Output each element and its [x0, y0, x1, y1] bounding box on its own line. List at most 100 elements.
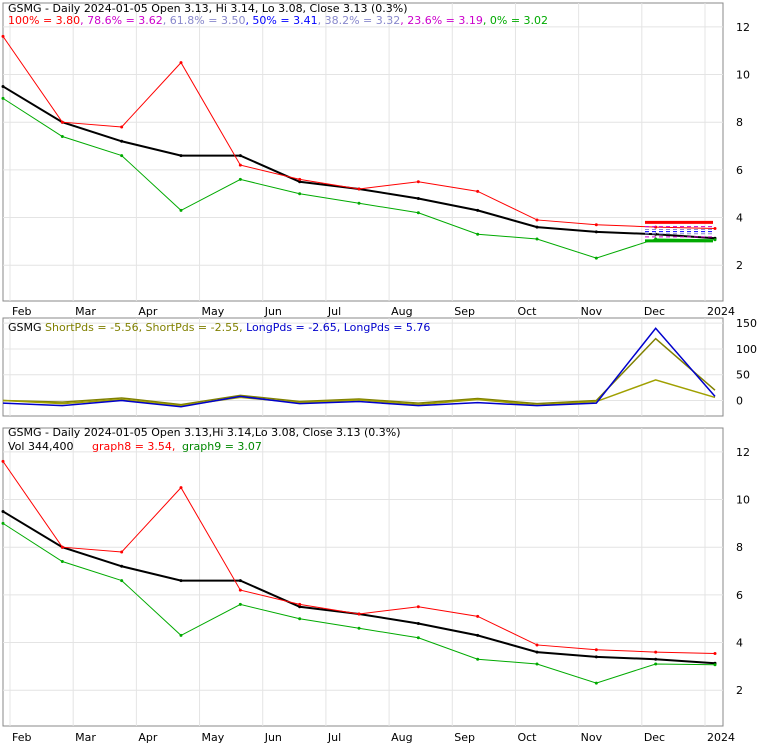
y-tick-label: 4	[736, 637, 743, 650]
x-tick-label: Sep	[454, 731, 475, 744]
x-tick-label: Feb	[12, 731, 31, 744]
series-point-graph8	[1, 459, 5, 463]
series-point-graph9	[535, 237, 539, 241]
series-point-graph8	[476, 189, 480, 193]
series-line-graph8	[2, 461, 716, 655]
series-point-graph8	[357, 612, 361, 616]
x-tick-label: Mar	[75, 731, 96, 744]
series-point-graph9	[535, 662, 539, 666]
series-point-Close	[298, 180, 302, 184]
series-point-graph9	[238, 602, 242, 606]
panel2-legend-item: LongPds = 5.76	[340, 321, 430, 334]
series-point-graph9	[298, 192, 302, 196]
series-point-graph9	[179, 633, 183, 637]
series-point-graph9	[713, 663, 717, 667]
panel2-frame	[2, 317, 724, 417]
x-tick-label: May	[202, 305, 225, 318]
series-point-graph8	[594, 648, 598, 652]
panel1-x-ticks: Feb Mar Apr May Jun Jul Aug Sep Oct Nov Dec 2024	[12, 305, 735, 318]
series-point-graph9	[654, 662, 658, 666]
fib-level-label: , 78.6% = 3.62	[80, 14, 163, 27]
fib-legend-text: 100% = 3.80, 78.6% = 3.62, 61.8% = 3.50,…	[8, 14, 548, 27]
fib-level-label: , 61.8% = 3.50	[163, 14, 246, 27]
y-tick-label: 6	[736, 589, 743, 602]
series-point-graph8	[416, 605, 420, 609]
series-point-Close	[179, 154, 183, 158]
series-point-graph9	[357, 201, 361, 205]
y-tick-label: 8	[736, 116, 743, 129]
fib-level-legend: 100% = 3.80, 78.6% = 3.62, 61.8% = 3.50,…	[8, 14, 548, 27]
fib-level-label: , 23.6% = 3.19	[400, 14, 483, 27]
series-point-graph8	[713, 227, 717, 231]
x-tick-label: Jun	[264, 305, 282, 318]
series-point-graph8	[416, 180, 420, 184]
series-line-Close	[2, 510, 716, 665]
series-point-Close	[594, 655, 598, 659]
series-point-Close	[1, 84, 5, 88]
series-point-graph9	[60, 560, 64, 564]
series-line-graph8	[2, 36, 716, 230]
y-tick-label: 10	[736, 69, 750, 82]
series-point-graph8	[298, 602, 302, 606]
series-point-graph9	[120, 579, 124, 583]
panel2-legend-text: GSMG ShortPds = -5.56, ShortPds = -2.55,…	[8, 321, 430, 334]
panel3-grid	[3, 428, 723, 726]
y-tick-label: 2	[736, 259, 743, 272]
series-point-Close	[238, 154, 242, 158]
series-point-graph9	[594, 681, 598, 685]
series-point-graph8	[60, 120, 64, 124]
series-point-Close	[654, 657, 658, 661]
series-point-graph9	[179, 208, 183, 212]
series-point-graph8	[1, 34, 5, 38]
y-tick-label: 6	[736, 164, 743, 177]
x-tick-label: Feb	[12, 305, 31, 318]
series-point-graph9	[476, 232, 480, 236]
x-tick-label: 2024	[707, 305, 735, 318]
series-point-Close	[120, 564, 124, 568]
x-tick-label: Aug	[391, 731, 412, 744]
series-point-Close	[594, 230, 598, 234]
y-tick-label: 2	[736, 684, 743, 697]
fib-level-label: 100% = 3.80	[8, 14, 80, 27]
series-point-graph8	[179, 486, 183, 490]
series-point-graph8	[120, 550, 124, 554]
panel2-legend-item: GSMG	[8, 321, 42, 334]
x-tick-label: 2024	[707, 731, 735, 744]
y-tick-label: 50	[736, 369, 750, 382]
panel2-legend-item: ShortPds = -5.56,	[42, 321, 143, 334]
series-point-graph9	[357, 626, 361, 630]
x-tick-label: Dec	[644, 305, 665, 318]
series-point-graph8	[654, 650, 658, 654]
series-point-graph9	[416, 636, 420, 640]
x-tick-label: Jun	[264, 731, 282, 744]
panel2-legend-item: LongPds = -2.65,	[243, 321, 341, 334]
panel3-y-ticks: 12 10 8 6 4 2	[736, 446, 750, 697]
series-point-graph9	[1, 96, 5, 100]
series-point-Close	[535, 650, 539, 654]
panel3-header: GSMG - Daily 2024-01-05 Open 3.13,Hi 3.1…	[8, 426, 401, 439]
panel3-x-ticks: Feb Mar Apr May Jun Jul Aug Sep Oct Nov Dec 2024	[12, 731, 735, 744]
panel1-header: GSMG - Daily 2024-01-05 Open 3.13, Hi 3.…	[8, 2, 408, 15]
indicator-line	[2, 327, 716, 408]
y-tick-label: 12	[736, 446, 750, 459]
panel3-price-marks	[1, 459, 717, 685]
series-point-graph8	[713, 652, 717, 656]
x-tick-label: Jul	[327, 731, 341, 744]
series-point-graph8	[535, 218, 539, 222]
series-point-graph9	[238, 177, 242, 181]
series-point-Close	[476, 633, 480, 637]
indicator-line	[2, 379, 716, 407]
x-tick-label: Dec	[644, 731, 665, 744]
x-tick-label: Jul	[327, 305, 341, 318]
x-tick-label: Apr	[138, 731, 158, 744]
indicator-line	[2, 337, 716, 406]
y-tick-label: 100	[736, 343, 757, 356]
series-point-graph8	[535, 643, 539, 647]
y-tick-label: 150	[736, 317, 757, 330]
panel2-y-ticks: 150 100 50 0	[736, 317, 757, 407]
y-tick-label: 10	[736, 494, 750, 507]
graph9-label: graph9 = 3.07	[182, 440, 262, 453]
series-point-graph8	[594, 223, 598, 227]
y-tick-label: 12	[736, 21, 750, 34]
